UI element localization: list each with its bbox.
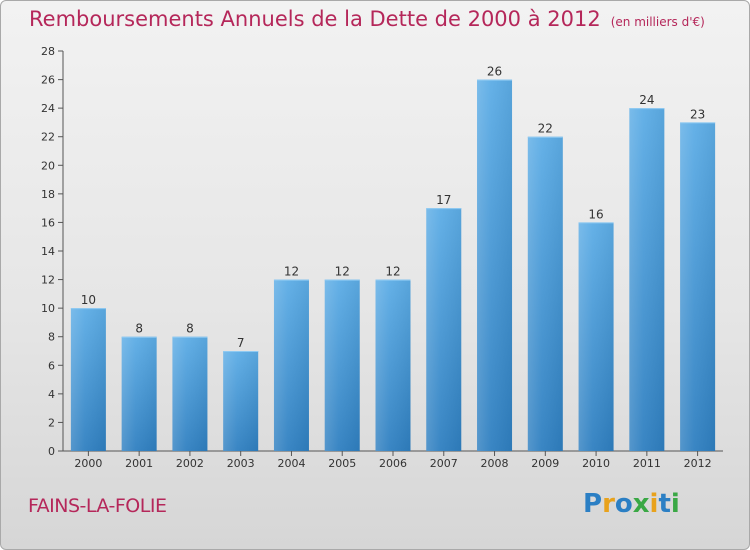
data-label: 24 [639, 93, 654, 107]
y-tick-label: 24 [41, 102, 55, 115]
x-tick-label: 2008 [481, 457, 509, 470]
bar-shine [223, 351, 259, 451]
data-label: 7 [237, 336, 245, 350]
y-tick-label: 22 [41, 131, 55, 144]
bar-shine [121, 336, 157, 451]
data-label: 12 [335, 265, 350, 279]
data-label: 10 [81, 293, 96, 307]
data-labels: 10 8 8 7 12 12 12 17 26 22 16 24 23 [81, 65, 706, 350]
x-tick-label: 2004 [277, 457, 305, 470]
y-tick-label: 28 [41, 45, 55, 58]
logo-letter: o [614, 489, 633, 519]
logo-letter: i [670, 489, 680, 519]
x-tick-label: 2011 [633, 457, 661, 470]
x-tick-label: 2012 [684, 457, 712, 470]
y-tick-label: 8 [48, 331, 55, 344]
bar-shine [578, 222, 614, 451]
bar-shine [477, 79, 513, 452]
bar-shine [273, 279, 309, 451]
bar-shine [172, 336, 208, 451]
y-tick-label: 6 [48, 359, 55, 372]
data-label: 23 [690, 107, 705, 121]
logo-letter: r [602, 489, 615, 519]
y-tick-label: 18 [41, 188, 55, 201]
bar-shine [324, 279, 360, 451]
x-tick-label: 2010 [582, 457, 610, 470]
data-label: 17 [436, 193, 451, 207]
y-tick-label: 4 [48, 388, 55, 401]
x-tick-label: 2002 [176, 457, 204, 470]
y-tick-label: 14 [41, 245, 55, 258]
data-label: 16 [588, 207, 603, 221]
commune-name: FAINS-LA-FOLIE [28, 495, 167, 517]
x-tick-label: 2009 [531, 457, 559, 470]
proxiti-logo: Proxiti [583, 489, 680, 519]
data-label: 8 [135, 322, 143, 336]
logo-letter: x [632, 489, 650, 519]
logo-letter: t [658, 489, 671, 519]
x-tick-label: 2001 [125, 457, 153, 470]
chart-title: Remboursements Annuels de la Dette de 20… [29, 7, 705, 31]
chart-unit: (en milliers d'€) [610, 15, 705, 29]
bars [70, 79, 716, 452]
data-label: 8 [186, 322, 194, 336]
logo-letter: P [583, 489, 603, 519]
logo-letter: i [649, 489, 659, 519]
y-tick-label: 26 [41, 74, 55, 87]
data-label: 22 [538, 122, 553, 136]
y-tick-label: 16 [41, 216, 55, 229]
y-tick-label: 2 [48, 416, 55, 429]
data-label: 12 [385, 265, 400, 279]
chart-title-text: Remboursements Annuels de la Dette de 20… [29, 7, 601, 31]
y-tick-label: 10 [41, 302, 55, 315]
bar-shine [375, 279, 411, 451]
x-tick-label: 2003 [227, 457, 255, 470]
bar-shine [629, 108, 665, 452]
bar-shine [680, 122, 716, 451]
y-tick-label: 0 [48, 445, 55, 458]
x-tick-label: 2006 [379, 457, 407, 470]
bar-shine [70, 308, 106, 451]
x-tick-label: 2007 [430, 457, 458, 470]
bar-shine [426, 208, 462, 451]
bar-shine [527, 136, 563, 451]
data-label: 12 [284, 265, 299, 279]
data-label: 26 [487, 65, 502, 79]
y-tick-label: 12 [41, 274, 55, 287]
x-tick-label: 2005 [328, 457, 356, 470]
y-tick-label: 20 [41, 159, 55, 172]
x-tick-label: 2000 [74, 457, 102, 470]
